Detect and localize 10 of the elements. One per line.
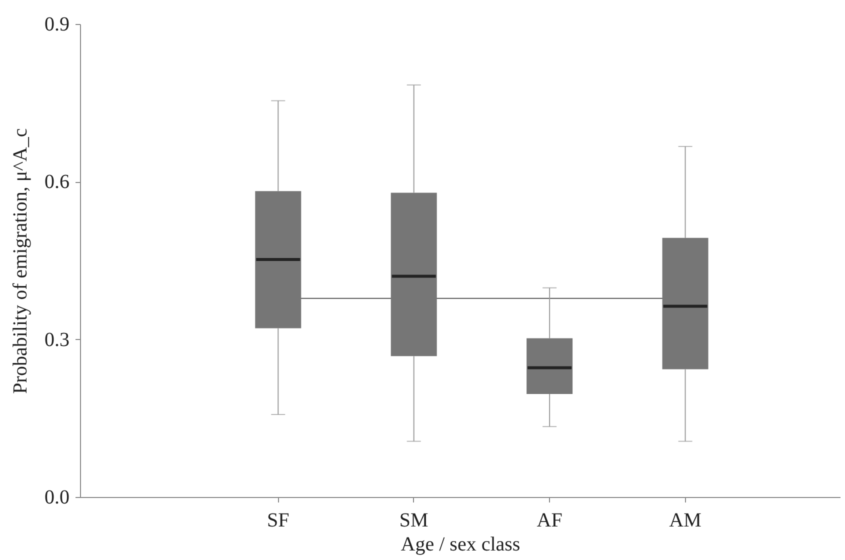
x-tick-label: AF bbox=[536, 510, 562, 532]
y-tick-label: 0.6 bbox=[44, 171, 70, 194]
y-tick-label: 0.3 bbox=[44, 328, 70, 351]
x-tick-label: AM bbox=[669, 510, 702, 532]
y-tick-label: 0.0 bbox=[44, 486, 70, 508]
x-tick-label: SM bbox=[399, 510, 429, 532]
x-tick-label: SF bbox=[267, 510, 290, 532]
x-axis-title: Age / sex class bbox=[400, 534, 520, 556]
y-axis-title: Probability of emigration, μ^A_c bbox=[10, 128, 32, 394]
y-tick-label: 0.9 bbox=[44, 14, 70, 36]
